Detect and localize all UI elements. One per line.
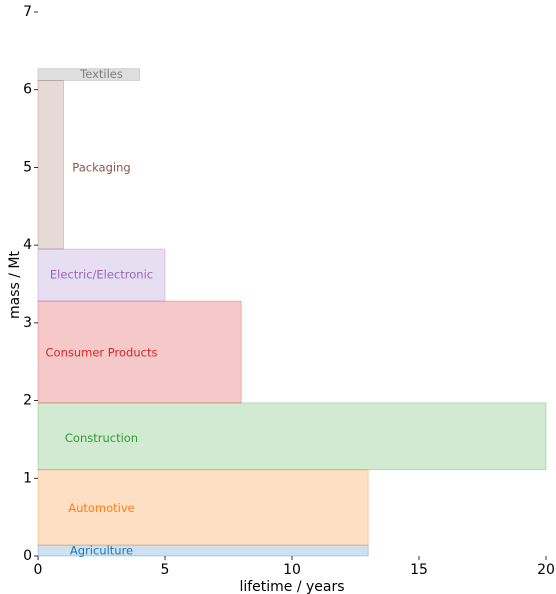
y-tick-label: 6 <box>23 82 32 98</box>
y-tick-label: 7 <box>23 4 32 20</box>
x-tick-label: 15 <box>410 562 428 578</box>
bar-label-textiles: Textiles <box>79 67 123 81</box>
bar-label-packaging: Packaging <box>72 160 130 174</box>
x-tick-label: 20 <box>537 562 555 578</box>
bar-consumer-products <box>37 300 242 404</box>
bars-layer <box>37 68 547 557</box>
y-tick-label: 4 <box>23 237 32 253</box>
bar-label-automotive: Automotive <box>68 501 135 515</box>
axes-layer: 0 5 10 15 20 0 1 2 3 4 5 6 7 <box>23 4 555 578</box>
bar-packaging <box>37 79 64 250</box>
x-tick-label: 10 <box>283 562 301 578</box>
y-tick-label: 0 <box>23 548 32 564</box>
bar-label-consumer-products: Consumer Products <box>46 345 158 359</box>
bar-label-electric-electronic: Electric/Electronic <box>50 268 153 282</box>
y-tick-label: 1 <box>23 470 32 486</box>
x-axis-label: lifetime / years <box>239 579 344 594</box>
y-axis-label: mass / Mt <box>7 250 23 319</box>
x-tick-label: 5 <box>161 562 170 578</box>
bar-textiles <box>37 68 140 81</box>
bar-label-agriculture: Agriculture <box>70 544 133 558</box>
bar-label-construction: Construction <box>65 431 138 445</box>
bar-agriculture <box>37 544 369 557</box>
y-tick-label: 3 <box>23 315 32 331</box>
x-tick-label: 0 <box>34 562 43 578</box>
bar-automotive <box>37 469 369 546</box>
y-tick-label: 2 <box>23 393 32 409</box>
bar-electric-electronic <box>37 248 166 302</box>
bar-labels-layer: Agriculture Automotive Construction Consume… <box>46 67 158 557</box>
bar-construction <box>37 402 547 471</box>
y-tick-label: 5 <box>23 159 32 175</box>
